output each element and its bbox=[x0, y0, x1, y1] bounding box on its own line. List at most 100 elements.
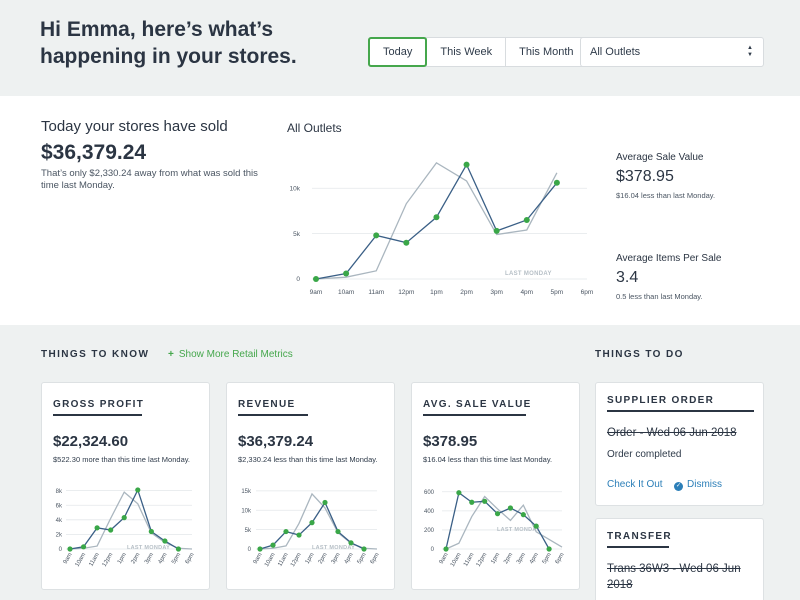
chart-title: All Outlets bbox=[287, 121, 342, 135]
select-arrows-icon: ▲ ▼ bbox=[747, 45, 753, 58]
period-this-week-button[interactable]: This Week bbox=[426, 38, 505, 66]
y-tick-label: 5k bbox=[293, 231, 301, 238]
avg-sale-label: Average Sale Value bbox=[616, 152, 704, 163]
period-this-month-button[interactable]: This Month bbox=[505, 38, 586, 66]
revenue-chart: 0 5k 10k 15k 9am 10am 11am 12pm 1pm 2pm 3pm 4pm 5pm 6… bbox=[241, 489, 380, 568]
today-data-point bbox=[520, 512, 526, 518]
x-tick-label: 12pm bbox=[102, 552, 115, 568]
last-monday-annotation: LAST MONDAY bbox=[312, 545, 355, 551]
outlet-select-value: All Outlets bbox=[590, 46, 641, 58]
outlet-select[interactable]: All Outlets ▲ ▼ bbox=[580, 37, 764, 67]
today-data-point bbox=[162, 538, 168, 544]
todo-title: TRANSFER bbox=[607, 531, 672, 542]
plus-icon: + bbox=[168, 349, 174, 360]
today-data-point bbox=[343, 270, 350, 277]
x-tick-label: 2pm bbox=[460, 289, 473, 296]
y-tick-label: 0 bbox=[431, 547, 435, 553]
greeting-title: Hi Emma, here’s what’s happening in your… bbox=[40, 18, 297, 68]
x-tick-label: 3pm bbox=[331, 552, 342, 565]
y-tick-label: 5k bbox=[245, 528, 252, 534]
x-tick-label: 1pm bbox=[490, 552, 501, 565]
x-tick-label: 10am bbox=[264, 552, 277, 568]
x-tick-label: 10am bbox=[450, 552, 463, 568]
y-tick-label: 2k bbox=[56, 533, 63, 539]
x-tick-label: 9am bbox=[63, 552, 74, 565]
show-more-metrics-label: Show More Retail Metrics bbox=[178, 349, 293, 360]
y-tick-label: 600 bbox=[424, 490, 435, 496]
card-title: AVG. SALE VALUE bbox=[423, 399, 532, 410]
y-tick-label: 4k bbox=[56, 518, 63, 524]
y-tick-label: 6k bbox=[56, 503, 63, 509]
todo-title: SUPPLIER ORDER bbox=[607, 395, 715, 406]
y-tick-label: 10k bbox=[241, 508, 252, 514]
page-header: Hi Emma, here’s what’s happening in your… bbox=[0, 0, 800, 96]
x-tick-label: 6pm bbox=[581, 289, 594, 296]
avg-sale-value-chart: 0 200 400 600 9am 10am 11am 12pm 1pm 2pm 3pm 4pm 5pm… bbox=[424, 490, 566, 568]
x-tick-label: 6pm bbox=[185, 552, 196, 565]
x-tick-label: 5pm bbox=[171, 552, 182, 565]
sold-heading: Today your stores have sold bbox=[41, 118, 228, 135]
today-data-point bbox=[507, 505, 514, 511]
show-more-metrics-link[interactable]: + Show More Retail Metrics bbox=[168, 349, 293, 360]
x-tick-label: 10am bbox=[75, 552, 88, 568]
sold-note: That’s only $2,330.24 away from what was… bbox=[41, 168, 258, 191]
today-data-point bbox=[283, 528, 289, 535]
today-data-point bbox=[433, 214, 440, 221]
today-data-point bbox=[313, 276, 319, 282]
todo-title-rule bbox=[607, 546, 669, 548]
today-data-point bbox=[553, 179, 560, 186]
x-tick-label: 11am bbox=[463, 552, 475, 568]
y-tick-label: 400 bbox=[424, 509, 435, 515]
today-data-point bbox=[322, 499, 328, 506]
x-tick-label: 2pm bbox=[318, 552, 329, 565]
x-tick-label: 11am bbox=[88, 552, 100, 568]
card-title-rule bbox=[53, 414, 142, 416]
x-tick-label: 3pm bbox=[144, 552, 155, 565]
last-monday-annotation: LAST MONDAY bbox=[127, 545, 170, 551]
x-tick-label: 4pm bbox=[158, 552, 169, 565]
today-data-point bbox=[546, 546, 552, 552]
avg-items-value: 3.4 bbox=[616, 269, 639, 286]
transfer-card: TRANSFER Trans 36W3 - Wed 06 Jun 2018 bbox=[595, 518, 764, 600]
things-to-do-heading: THINGS TO DO bbox=[595, 349, 684, 360]
today-data-point bbox=[135, 487, 141, 493]
x-tick-label: 5pm bbox=[542, 552, 553, 565]
today-data-point bbox=[175, 546, 182, 552]
x-tick-label: 1pm bbox=[430, 289, 443, 296]
today-data-point bbox=[309, 520, 315, 526]
x-tick-label: 3pm bbox=[490, 289, 503, 296]
gross-profit-card: GROSS PROFIT $22,324.60 $522.30 more tha… bbox=[41, 382, 210, 590]
period-today-button[interactable]: Today bbox=[368, 37, 428, 67]
avg-sale-value-card: AVG. SALE VALUE $378.95 $16.04 less than… bbox=[411, 382, 580, 590]
x-tick-label: 12pm bbox=[476, 552, 489, 568]
supplier-order-card: SUPPLIER ORDER Order - Wed 06 Jun 2018 O… bbox=[595, 382, 764, 506]
y-tick-label: 0 bbox=[248, 547, 252, 553]
y-tick-label: 0 bbox=[296, 276, 300, 283]
today-data-point bbox=[463, 161, 470, 168]
y-tick-label: 200 bbox=[424, 528, 435, 534]
today-data-point bbox=[533, 523, 539, 529]
x-tick-label: 5pm bbox=[357, 552, 368, 565]
today-data-point bbox=[469, 499, 475, 505]
card-title: GROSS PROFIT bbox=[53, 399, 145, 410]
todo-title-rule bbox=[607, 410, 754, 412]
card-note: $522.30 more than this time last Monday. bbox=[53, 455, 191, 464]
dismiss-label: Dismiss bbox=[687, 479, 722, 490]
x-tick-label: 4pm bbox=[529, 552, 540, 565]
x-tick-label: 9am bbox=[253, 552, 264, 565]
todo-status: Order completed bbox=[607, 449, 682, 460]
x-tick-label: 12pm bbox=[398, 289, 414, 296]
x-tick-label: 9am bbox=[310, 289, 323, 296]
last-monday-annotation: LAST MONDAY bbox=[505, 271, 552, 277]
today-data-point bbox=[523, 217, 530, 223]
x-tick-label: 9am bbox=[439, 552, 450, 565]
today-line bbox=[445, 491, 550, 550]
dismiss-button[interactable]: ✓ Dismiss bbox=[674, 479, 722, 491]
today-data-point bbox=[493, 227, 500, 234]
check-it-out-link[interactable]: Check It Out bbox=[607, 479, 663, 490]
avg-items-label: Average Items Per Sale bbox=[616, 253, 722, 264]
x-tick-label: 11am bbox=[277, 552, 289, 568]
y-tick-label: 0 bbox=[59, 547, 63, 553]
card-title: REVENUE bbox=[238, 399, 296, 410]
todo-item: Order - Wed 06 Jun 2018 bbox=[607, 427, 737, 439]
